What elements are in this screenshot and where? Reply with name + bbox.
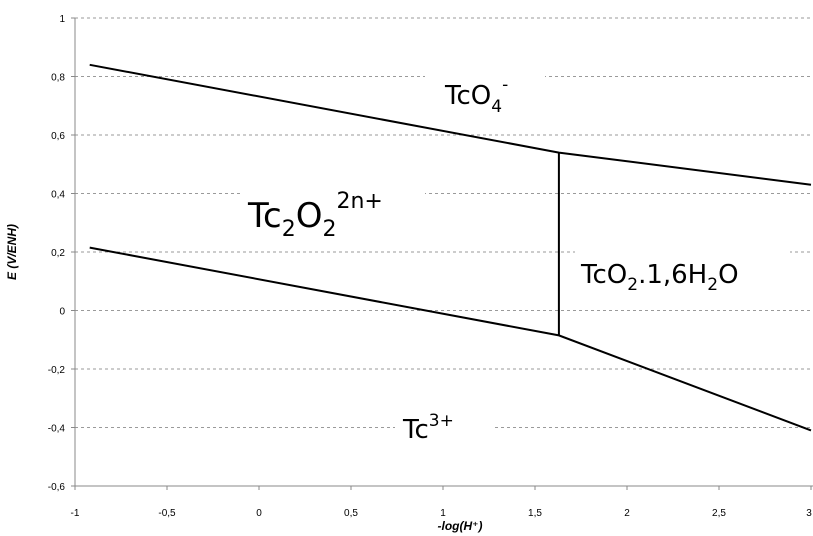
y-tick-label: 0	[59, 307, 65, 318]
region-label-tco2-base3: O	[718, 260, 738, 290]
x-tick-labels: -1 -0,5 0 0,5 1 1,5 2 2,5 3	[71, 508, 813, 519]
x-tick-label: -1	[71, 508, 80, 519]
y-axis-title: E (V/ENH)	[5, 224, 19, 280]
x-tick-label: 1	[440, 508, 446, 519]
region-label-tco2-sub2: 2	[707, 275, 718, 295]
region-label-bg-tc3	[395, 405, 495, 450]
region-label-tc2o2-base: Tc	[247, 196, 282, 236]
x-tick-label: 2	[624, 508, 630, 519]
region-label-tc3-base: Tc	[402, 415, 429, 445]
y-tick-label: 0,6	[51, 131, 65, 142]
boundary-lines	[89, 63, 812, 432]
region-label-bg-tco2	[575, 250, 790, 300]
region-label-tco2-base2: .1,6H	[638, 260, 707, 290]
region-label-tc3-sup: 3+	[429, 411, 454, 431]
y-tick-label: -0,4	[48, 424, 66, 435]
region-labels: TcO4- Tc2O22n+ TcO2.1,6H2O Tc3+	[240, 70, 790, 450]
region-label-tc2o2-base2: O	[296, 196, 323, 236]
region-label-tco4-base: TcO	[444, 81, 491, 111]
region-label-tc2o2-sub: 2	[282, 217, 296, 242]
region-label-tc2o2: Tc2O22n+	[247, 189, 383, 242]
y-tick-labels: -0,6 -0,4 -0,2 0 0,2 0,4 0,6 0,8 1	[48, 14, 66, 493]
region-label-tco2: TcO2.1,6H2O	[580, 260, 739, 295]
region-label-tco4-sup: -	[502, 75, 508, 95]
region-label-tco4: TcO4-	[444, 75, 508, 117]
y-tick-label: -0,6	[48, 482, 66, 493]
x-tick-label: 2,5	[712, 508, 726, 519]
region-label-tco4-sub: 4	[491, 97, 502, 117]
y-tick-label: 0,2	[51, 248, 65, 259]
axes	[74, 18, 813, 487]
region-label-tco2-sub: 2	[627, 275, 638, 295]
x-tick-label: -0,5	[158, 508, 176, 519]
x-tick-label: 1,5	[528, 508, 542, 519]
x-tick-label: 3	[806, 508, 812, 519]
region-label-tc2o2-sub2: 2	[322, 217, 336, 242]
x-tick-label: 0,5	[344, 508, 358, 519]
region-label-bg-tc2o2	[240, 183, 425, 243]
y-tick-label: 1	[59, 14, 65, 25]
x-axis-title: -log(H⁺)	[438, 519, 483, 533]
y-tick-label: 0,4	[51, 190, 65, 201]
region-label-tc2o2-sup: 2n+	[336, 189, 382, 214]
x-tick-label: 0	[256, 508, 262, 519]
region-label-bg-tco4	[425, 70, 545, 122]
y-tick-label: 0,8	[51, 73, 65, 84]
y-tick-label: -0,2	[48, 365, 66, 376]
region-label-tc3: Tc3+	[402, 411, 454, 445]
region-label-tco2-base: TcO	[580, 260, 627, 290]
